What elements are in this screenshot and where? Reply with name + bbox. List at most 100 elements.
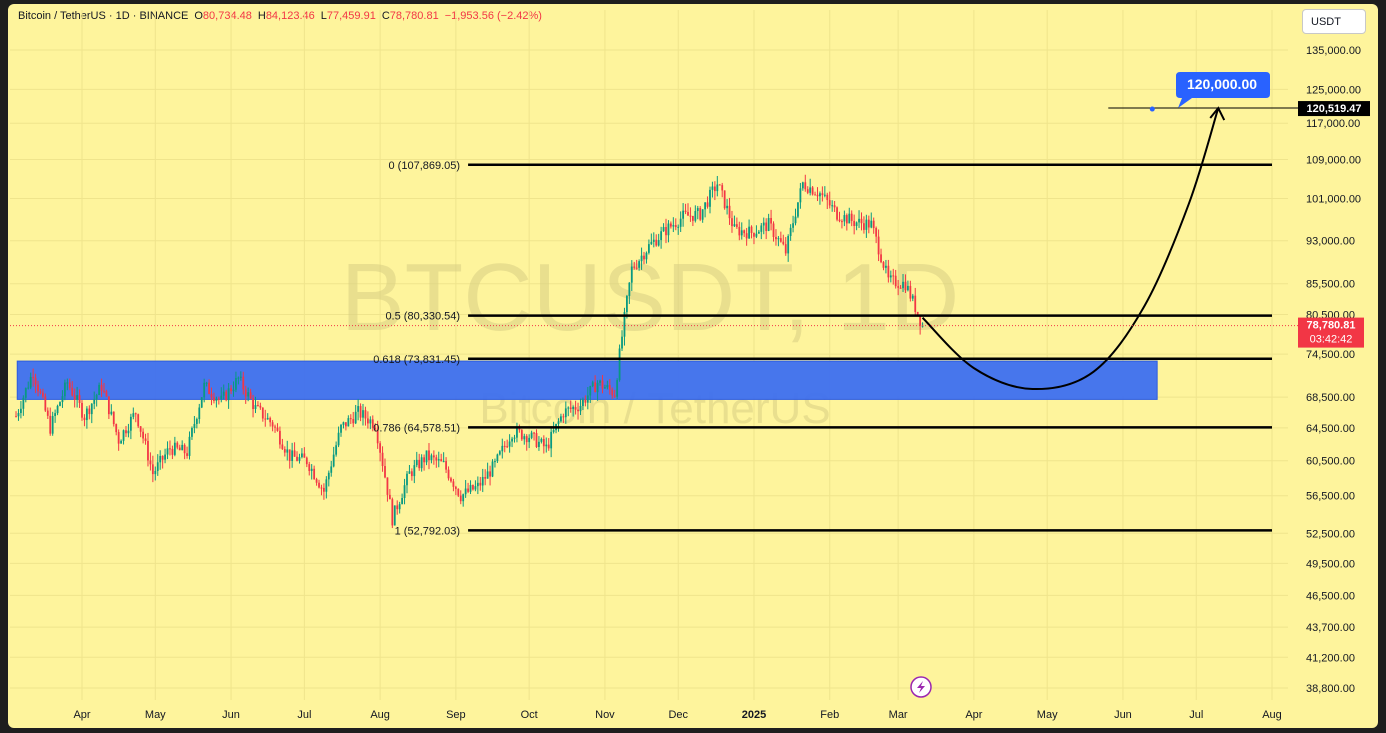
candle-body [826, 194, 829, 201]
price-tick-label: 85,500.00 [1306, 279, 1355, 291]
candle-body [821, 193, 824, 196]
candle-body [44, 396, 47, 411]
candle-body [120, 440, 122, 444]
candle-body [916, 311, 919, 315]
price-axis[interactable]: 135,000.00 125,000.00 117,000.00 109,000.00… [1306, 45, 1361, 695]
candle-body [823, 194, 826, 196]
change-value: −1,953.56 (−2.42%) [444, 10, 542, 22]
target-price-badge-label: 120,000.00 [1187, 76, 1257, 92]
candle-body [753, 232, 755, 237]
candle-body [159, 455, 162, 463]
candle-body [281, 444, 284, 450]
target-price-axis-badge [1298, 101, 1370, 117]
ohlc-legend: Bitcoin / TetherUS · 1D · BINANCE O 80,73… [18, 10, 542, 22]
candle-body [547, 444, 550, 449]
symbol-label[interactable]: Bitcoin / TetherUS · 1D · BINANCE [18, 10, 189, 22]
candle-body [318, 482, 320, 488]
candle-body [425, 450, 428, 463]
candle-body [384, 466, 386, 478]
bar-countdown-label: 03:42:42 [1310, 334, 1353, 346]
candle-body [828, 200, 831, 206]
candle-body [511, 438, 513, 442]
candle-body [674, 225, 677, 228]
price-tick-label: 41,200.00 [1306, 652, 1355, 664]
fibonacci-retracement[interactable]: 0 (107,869.05) 0.5 (80,330.54) 0.618 (73,8… [373, 160, 1272, 538]
time-tick-label: Aug [370, 709, 390, 721]
candle-body [176, 442, 179, 448]
candle-body [332, 454, 335, 467]
candle-body [508, 441, 511, 447]
candle-body [728, 205, 731, 219]
time-tick-label: Oct [521, 709, 538, 721]
candle-body [694, 211, 697, 221]
candle-body [611, 389, 614, 396]
candle-body [371, 419, 374, 428]
high-label: H [257, 10, 266, 22]
last-price-axis-label: 78,780.81 [1307, 320, 1356, 332]
fib-level-label: 0.618 (73,831.45) [373, 354, 460, 366]
candle-body [560, 416, 562, 422]
projection-curve[interactable] [921, 107, 1220, 391]
candle-body [914, 295, 917, 312]
lightning-icon[interactable] [910, 676, 932, 698]
candle-body [740, 230, 743, 236]
candle-body [440, 459, 443, 462]
candle-body [716, 184, 719, 192]
candle-body [552, 430, 555, 432]
candle-body [601, 380, 604, 389]
candle-body [100, 384, 103, 391]
candle-body [669, 223, 672, 227]
target-price-badge[interactable]: 120,000.00 [1176, 72, 1270, 108]
candle-body [34, 377, 37, 385]
candle-body [32, 376, 35, 378]
candle-body [682, 210, 685, 219]
candle-body [42, 392, 44, 397]
demand-zone[interactable] [16, 360, 1158, 400]
time-tick-label: 2025 [742, 709, 766, 721]
candle-body [574, 407, 577, 410]
price-tick-label: 64,500.00 [1306, 423, 1355, 435]
candle-body [147, 440, 149, 461]
time-axis[interactable]: Apr May Jun Jul Aug Sep Oct Nov Dec 2025 Feb Mar Apr… [73, 709, 1281, 721]
candle-body [765, 222, 768, 231]
candle-body [633, 266, 636, 268]
candle-body [73, 395, 76, 400]
candle-body [887, 265, 890, 278]
target-anchor-dot[interactable] [1149, 106, 1155, 112]
candle-body [396, 505, 399, 510]
candle-body [677, 226, 680, 228]
candle-body [479, 482, 482, 486]
demand-zone-rect[interactable] [16, 360, 1158, 400]
candle-body [586, 395, 589, 403]
projection-path[interactable] [921, 106, 1300, 391]
candle-body [462, 494, 465, 502]
candle-body [293, 450, 296, 457]
candle-body [760, 225, 763, 232]
candle-body [484, 477, 487, 479]
candle-body [423, 457, 425, 463]
candle-body [726, 205, 728, 209]
candle-body [323, 487, 325, 492]
candle-body [784, 244, 787, 254]
candle-body [689, 215, 692, 217]
watermark-ticker: BTCUSDT, 1D [341, 244, 960, 351]
candle-body [139, 426, 142, 432]
candle-body [838, 219, 841, 222]
candle-body [545, 444, 548, 447]
candle-body [604, 387, 606, 389]
candles [15, 174, 924, 529]
candle-body [408, 471, 411, 474]
close-label: C [381, 10, 390, 22]
candle-body [618, 348, 621, 381]
candle-body [340, 424, 342, 433]
candle-body [652, 239, 655, 242]
candle-body [494, 461, 496, 463]
candle-body [193, 423, 196, 429]
currency-button[interactable]: USDT [1302, 9, 1366, 34]
candle-body [848, 213, 851, 224]
candle-body [173, 442, 176, 455]
candle-body [513, 437, 516, 439]
candle-body [613, 395, 616, 397]
